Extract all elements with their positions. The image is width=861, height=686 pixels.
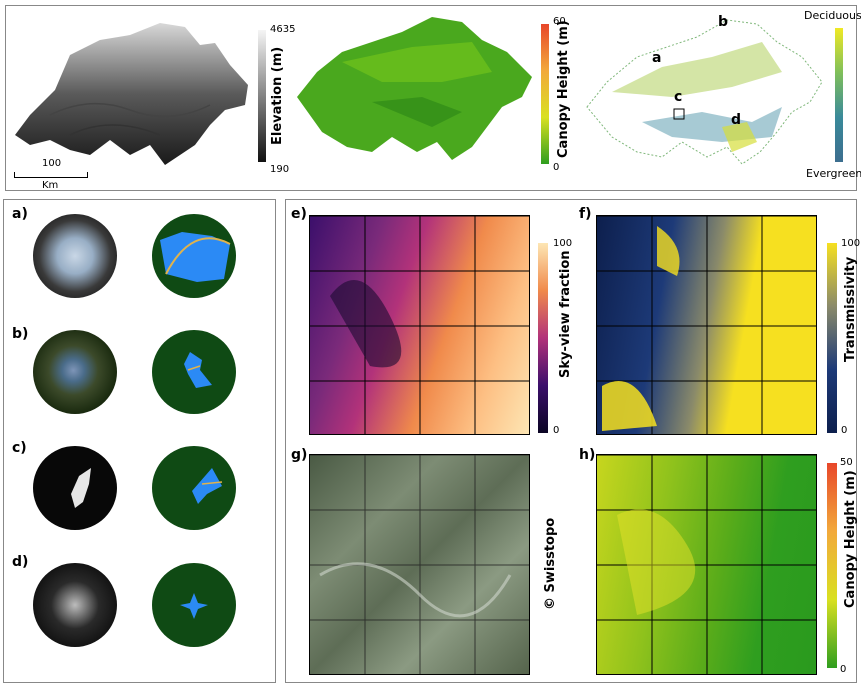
transmissivity-min: 0 <box>841 425 848 436</box>
forest-bottom-label: Evergreen <box>806 167 861 180</box>
transmissivity-max: 100 <box>841 238 861 249</box>
canopy-label: Canopy Height (m) <box>556 20 571 158</box>
row-label-a: a) <box>12 206 28 222</box>
panel-label-g: g) <box>291 447 308 463</box>
canopy-height-colorbar <box>827 463 837 668</box>
elevation-colorbar <box>258 30 266 162</box>
panel-label-f: f) <box>579 206 592 222</box>
transmissivity-colorbar <box>827 243 837 433</box>
transmissivity-map <box>596 215 817 435</box>
elevation-map <box>15 23 248 165</box>
elevation-label: Elevation (m) <box>270 46 285 145</box>
skyview-max: 100 <box>553 238 573 249</box>
fisheye-photo-a <box>33 214 117 298</box>
canopy-height-map <box>596 454 817 675</box>
skyview-colorbar <box>538 243 548 433</box>
map-label-a: a <box>652 50 662 66</box>
scale-bar <box>14 172 88 178</box>
forest-colorbar <box>835 28 843 162</box>
map-label-d: d <box>731 112 742 128</box>
top-panel <box>5 5 857 191</box>
row-label-b: b) <box>12 326 29 342</box>
elevation-max: 4635 <box>270 24 296 35</box>
forest-top-label: Deciduous <box>804 9 861 22</box>
right-panel <box>285 199 857 683</box>
forest-type-map <box>586 19 823 165</box>
panel-label-h: h) <box>579 447 596 463</box>
canopy-min: 0 <box>553 162 560 173</box>
fisheye-photo-d <box>33 563 117 647</box>
transmissivity-label: Transmissivity <box>843 256 858 362</box>
skyview-map <box>309 215 530 435</box>
fisheye-mask-a <box>152 214 236 298</box>
fisheye-photo-c <box>33 446 117 530</box>
row-label-d: d) <box>12 554 29 570</box>
left-panel <box>3 199 276 683</box>
canopy-colorbar <box>541 24 549 164</box>
canopy-height-max: 50 <box>840 457 853 468</box>
canopy-height-min: 0 <box>840 664 847 675</box>
orthophoto-map <box>309 454 530 675</box>
fisheye-photo-b <box>33 330 117 414</box>
skyview-min: 0 <box>553 425 560 436</box>
row-label-c: c) <box>12 440 27 456</box>
fisheye-mask-d <box>152 563 236 647</box>
skyview-label: Sky-view fraction <box>558 250 573 378</box>
canopy-height-label: Canopy Height (m) <box>843 470 858 608</box>
fisheye-mask-b <box>152 330 236 414</box>
scale-unit: Km <box>42 180 59 191</box>
canopy-map <box>297 17 532 160</box>
canopy-max: 60 <box>553 16 566 27</box>
elevation-min: 190 <box>270 164 290 175</box>
map-label-c: c <box>674 89 683 105</box>
scale-value: 100 <box>42 158 62 169</box>
panel-label-e: e) <box>291 206 307 222</box>
map-label-b: b <box>718 14 729 30</box>
swisstopo-credit: © Swisstopo <box>543 517 558 610</box>
fisheye-mask-c <box>152 446 236 530</box>
